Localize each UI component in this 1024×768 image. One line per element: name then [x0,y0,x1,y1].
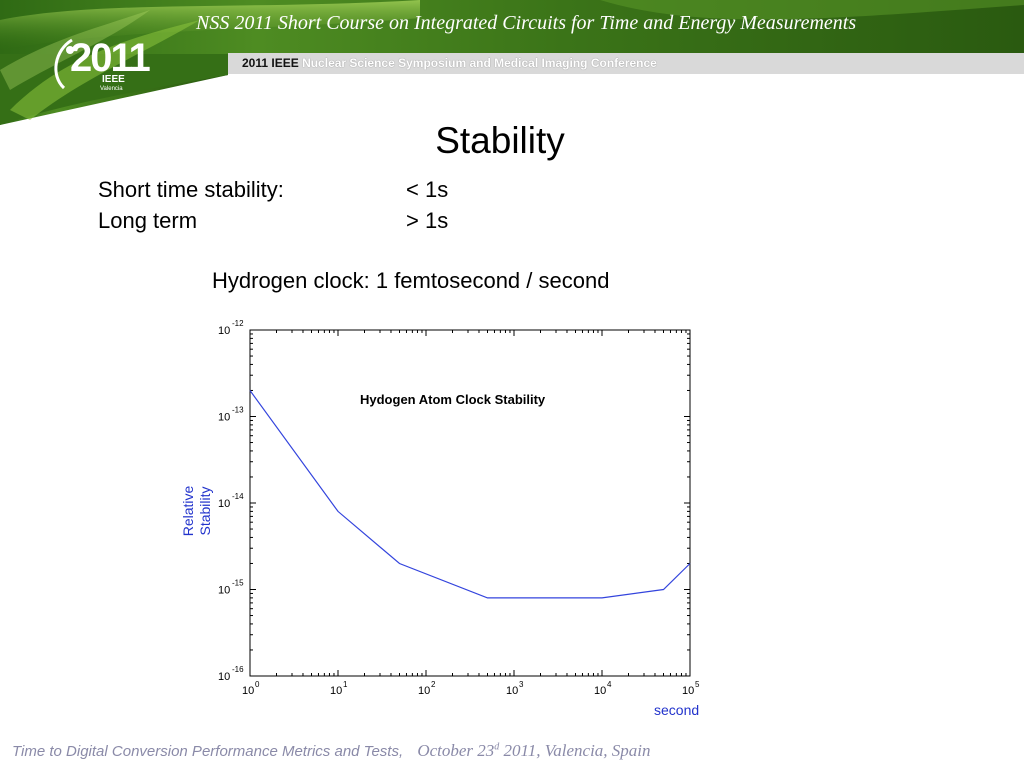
logo-city: Valencia [100,86,123,92]
x-tick-label: 10 [682,685,694,697]
y-tick-exponent: -13 [232,406,244,415]
y-tick-exponent: -15 [232,579,244,588]
conference-title: 2011 IEEE Nuclear Science Symposium and … [242,56,657,70]
x-tick-exponent: 5 [695,680,700,689]
chart-series [249,390,691,599]
short-term-value: < 1s [406,177,449,202]
footer-text: Time to Digital Conversion Performance M… [12,743,404,760]
y-tick-label: 10 [218,412,230,424]
logo-swoosh-icon [54,38,74,90]
header-banner: 2011 IEEE Valencia NSS 2011 Short Course… [0,0,1024,125]
footer: Time to Digital Conversion Performance M… [12,741,651,761]
y-tick-label: 10 [218,498,230,510]
conference-name: Nuclear Science Symposium and Medical Im… [302,56,657,70]
x-tick-label: 10 [594,685,606,697]
y-tick-label: 10 [218,671,230,683]
x-tick-label: 10 [242,685,254,697]
short-term-label: Short time stability: [98,177,284,202]
x-tick-label: 10 [506,685,518,697]
clock-stability-line: Hydrogen clock: 1 femtosecond / second [212,268,610,293]
y-tick-exponent: -12 [232,319,244,328]
x-tick-label: 10 [330,685,342,697]
footer-date: October 23d 2011, Valencia, Spain [417,741,650,760]
course-title: NSS 2011 Short Course on Integrated Circ… [196,12,857,34]
x-tick-exponent: 0 [255,680,260,689]
long-term-value: > 1s [406,208,449,233]
y-tick-label: 10 [218,585,230,597]
x-axis-label: second [654,702,699,718]
y-axis-label-line: Relative [180,486,196,537]
conference-year: 2011 IEEE [242,56,299,70]
x-tick-exponent: 4 [607,680,612,689]
y-axis-label-line: Stability [197,486,213,535]
logo-year: 2011 [70,36,151,80]
y-tick-label: 10 [218,325,230,337]
stability-series-line [249,390,691,599]
slide-title: Stability [435,120,565,161]
x-tick-exponent: 3 [519,680,524,689]
y-tick-exponent: -14 [232,492,244,501]
plot-frame [249,329,691,677]
chart-axes [249,329,691,677]
long-term-label: Long term [98,208,198,233]
logo-ieee: IEEE [102,74,125,85]
x-tick-exponent: 1 [343,680,348,689]
conference-logo: 2011 IEEE Valencia [50,30,151,94]
x-tick-label: 10 [418,685,430,697]
chart-title: Hydogen Atom Clock Stability [360,392,546,407]
conference-band: 2011 IEEE Nuclear Science Symposium and … [228,53,1024,74]
banner-leaf-art [0,0,1024,125]
footer-date-suffix: 2011, Valencia, Spain [499,741,651,760]
footer-date-prefix: October 23 [417,741,495,760]
y-axis-label: RelativeStability [180,486,213,537]
footer-date-sup: d [494,741,500,753]
y-tick-exponent: -16 [232,665,244,674]
x-tick-exponent: 2 [431,680,436,689]
